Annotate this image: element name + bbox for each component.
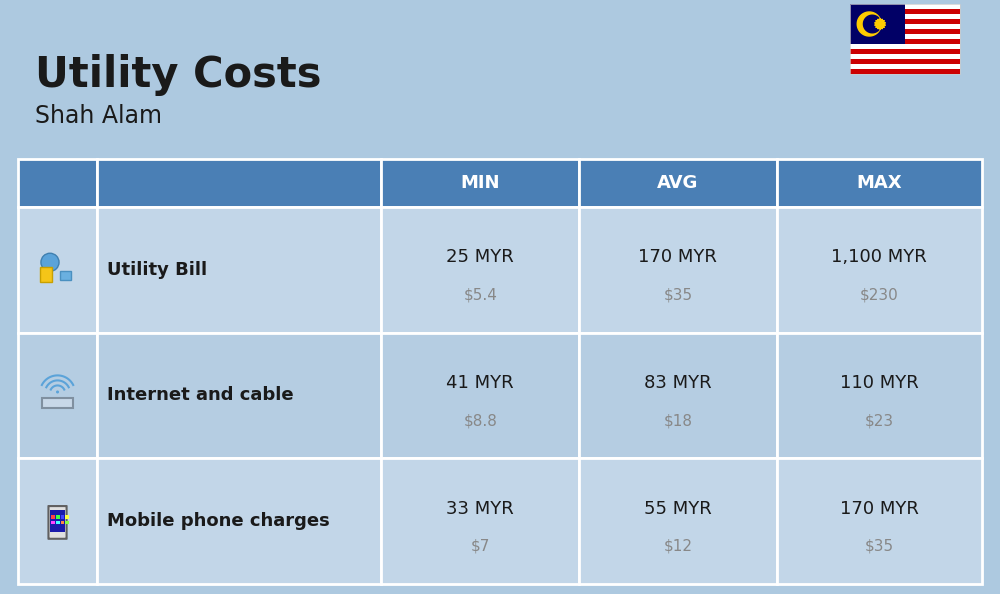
Text: $35: $35 (663, 287, 692, 302)
Text: MAX: MAX (857, 174, 902, 192)
Text: $230: $230 (860, 287, 899, 302)
Text: 83 MYR: 83 MYR (644, 374, 712, 392)
Text: $5.4: $5.4 (463, 287, 497, 302)
Text: $7: $7 (471, 539, 490, 554)
Text: 110 MYR: 110 MYR (840, 374, 919, 392)
Bar (850, 14, 960, 19)
Bar (777, 459, 982, 584)
Bar (18, 333, 97, 459)
Text: 41 MYR: 41 MYR (446, 374, 514, 392)
Text: Mobile phone charges: Mobile phone charges (107, 512, 330, 530)
Bar (579, 333, 777, 459)
Bar (61, 521, 64, 524)
Bar (850, 59, 960, 64)
Bar (51, 515, 55, 519)
Bar (381, 459, 579, 584)
Bar (97, 459, 381, 584)
Bar (18, 459, 97, 584)
Bar (56, 515, 60, 519)
Bar (850, 19, 960, 24)
Bar (65, 515, 69, 519)
Bar (850, 54, 960, 59)
Text: AVG: AVG (657, 174, 699, 192)
Bar (850, 29, 960, 34)
Bar (381, 207, 579, 333)
Bar (777, 207, 982, 333)
Bar (850, 34, 960, 39)
Bar (97, 333, 381, 459)
Bar (381, 159, 579, 207)
Circle shape (56, 390, 59, 393)
Text: 33 MYR: 33 MYR (446, 500, 514, 517)
Bar (850, 49, 960, 54)
Text: $12: $12 (663, 539, 692, 554)
Bar (42, 398, 73, 408)
Bar (850, 4, 905, 44)
Polygon shape (875, 18, 886, 30)
Bar (579, 159, 777, 207)
Text: Shah Alam: Shah Alam (35, 104, 162, 128)
FancyBboxPatch shape (48, 506, 67, 539)
Polygon shape (863, 15, 881, 33)
Bar (381, 333, 579, 459)
Bar (97, 207, 381, 333)
Text: 170 MYR: 170 MYR (638, 248, 717, 266)
Bar (18, 207, 97, 333)
Bar (850, 24, 960, 29)
Bar (40, 267, 52, 282)
Bar (97, 159, 381, 207)
Text: Utility Costs: Utility Costs (35, 54, 322, 96)
Text: 55 MYR: 55 MYR (644, 500, 712, 517)
Text: 25 MYR: 25 MYR (446, 248, 514, 266)
Bar (850, 39, 960, 44)
Bar (579, 207, 777, 333)
Text: MIN: MIN (460, 174, 500, 192)
Text: 1,100 MYR: 1,100 MYR (831, 248, 927, 266)
Text: $8.8: $8.8 (463, 413, 497, 428)
Bar (850, 9, 960, 14)
Bar (50, 510, 65, 532)
Text: $18: $18 (663, 413, 692, 428)
Bar (61, 515, 64, 519)
Bar (850, 44, 960, 49)
Bar (579, 459, 777, 584)
Text: $23: $23 (865, 413, 894, 428)
Polygon shape (857, 12, 881, 36)
Bar (56, 521, 60, 524)
Circle shape (41, 253, 59, 271)
Bar (850, 4, 960, 74)
Text: Utility Bill: Utility Bill (107, 261, 207, 279)
Bar (60, 271, 71, 280)
Bar (65, 521, 69, 524)
Bar (777, 159, 982, 207)
Text: 170 MYR: 170 MYR (840, 500, 919, 517)
Text: $35: $35 (865, 539, 894, 554)
Bar (51, 521, 55, 524)
Bar (850, 64, 960, 69)
Bar (850, 69, 960, 74)
Text: Internet and cable: Internet and cable (107, 387, 294, 405)
Bar (850, 4, 960, 9)
Bar (18, 159, 97, 207)
Bar (777, 333, 982, 459)
